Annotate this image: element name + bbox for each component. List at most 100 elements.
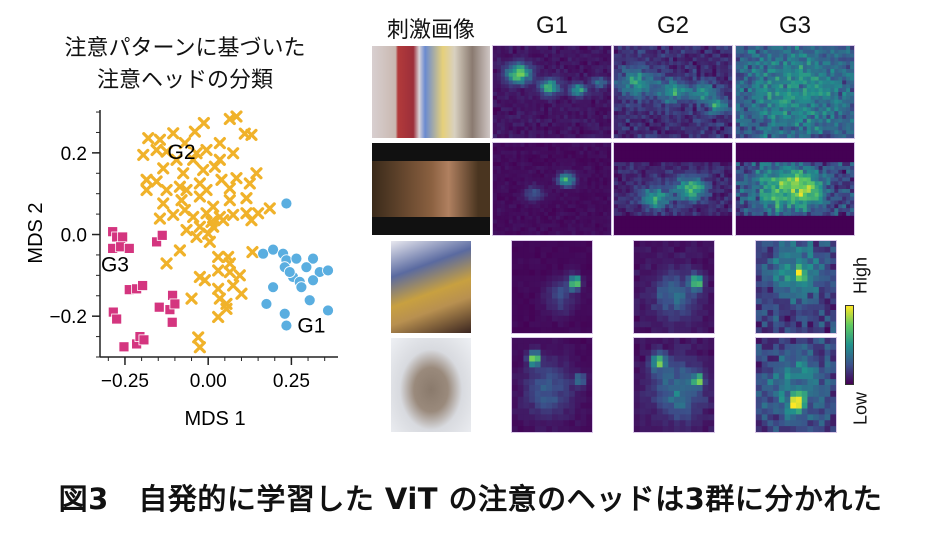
cluster-label-g1: G1 [297,315,325,338]
point-g2 [190,147,203,160]
point-g1 [307,274,319,287]
point-g3 [123,243,135,254]
point-g2 [212,250,225,264]
point-g2 [170,153,183,166]
x-tick-label: 0.25 [273,371,310,392]
column-header-g1: G1 [535,12,568,39]
point-g2 [213,136,226,150]
point-g2 [217,214,230,227]
x-tick-label: 0.00 [190,371,227,392]
point-g2 [180,183,193,197]
y-tick-label: 0.0 [61,226,87,247]
point-g2 [157,162,170,175]
point-g2 [245,214,258,227]
column-header-g3: G3 [778,12,811,39]
point-g2 [150,143,163,157]
figure-caption: 図3 自発的に学習した ViT の注意のヘッドは3群に分かれた [58,482,883,516]
y-tick-label: −0.2 [49,307,87,328]
point-g2 [212,282,225,295]
point-g2 [240,192,253,205]
point-g2 [188,125,201,138]
colorbar-high-label: High [850,256,871,295]
point-g1 [300,261,313,274]
point-g2 [153,212,167,225]
point-g3 [111,313,123,325]
attention-heatmap-row2-g1 [492,142,612,236]
point-g1 [290,252,303,265]
point-g3 [117,231,129,243]
point-g2 [197,163,210,177]
attention-heatmap-row4-g2 [633,337,715,433]
point-g1 [303,294,316,307]
point-g3 [153,301,165,313]
point-g3 [166,316,178,328]
attention-heatmap-row3-g1 [511,240,593,334]
point-g2 [227,208,240,222]
mds-scatter-plot: −0.2 0.0 0.2 −0.25 0.00 0.25 G2 G3 G1 MDS 1 MDS… [25,110,338,430]
point-g2 [200,143,213,157]
point-g2 [197,116,210,130]
point-g2 [223,257,236,270]
x-tick-label: −0.25 [101,371,149,392]
attention-heatmap-row4-g1 [511,337,593,433]
point-g2 [157,197,170,210]
attention-heatmap-row1-g1 [492,45,612,139]
point-g2 [233,269,246,282]
point-g2 [142,132,155,145]
point-g2 [235,287,248,300]
cluster-labels: G2 G3 G1 [101,141,325,338]
point-g2 [227,147,240,160]
point-g2 [187,153,200,166]
stimulus-image-monkey [391,338,471,432]
point-g1 [267,243,279,256]
chart-title-line-1: 注意パターンに基づいた [64,36,306,61]
point-g1 [283,266,296,278]
point-g3 [137,280,149,291]
point-g2 [178,136,191,150]
point-g2 [208,160,221,173]
cluster-label-g2: G2 [168,141,196,164]
point-g2 [177,167,190,180]
axes: −0.2 0.0 0.2 −0.25 0.00 0.25 [49,110,338,392]
point-g2 [200,207,213,220]
point-g2 [150,175,163,188]
point-g2 [167,208,180,222]
attention-heatmap-row4-g3 [755,337,837,433]
colorbar [845,305,854,385]
point-g2 [167,127,180,140]
y-tick-label: 0.2 [61,144,87,165]
point-g2 [220,302,233,315]
point-g3 [169,298,181,310]
point-g1 [257,247,270,260]
point-g2 [250,167,263,180]
point-g2 [140,183,153,197]
stimulus-image-cat [391,241,471,333]
point-g3 [138,334,150,346]
attention-heatmap-row3-g3 [755,240,837,334]
point-g2 [160,257,173,270]
point-g2 [198,274,211,287]
point-g2 [175,194,188,207]
point-g2 [187,210,200,224]
attention-heatmap-row2-g2 [613,142,733,236]
point-g3 [118,341,130,353]
point-g1 [322,264,334,277]
attention-heatmap-row3-g2 [633,240,715,334]
stimulus-image-boys [372,143,490,235]
point-g1 [267,281,279,294]
point-g2 [185,292,198,305]
scatter-marks [107,110,334,354]
point-g2 [212,264,225,277]
column-header-g2: G2 [656,12,689,39]
point-g2 [190,230,203,244]
point-g3 [156,229,168,241]
point-g2 [160,145,173,158]
stimulus-image-people [372,46,490,138]
point-g2 [193,190,206,203]
point-g3 [151,236,162,248]
point-g2 [230,110,243,123]
point-g1 [260,298,273,310]
point-g1 [278,307,291,320]
point-g2 [193,341,206,354]
point-g1 [295,281,308,294]
